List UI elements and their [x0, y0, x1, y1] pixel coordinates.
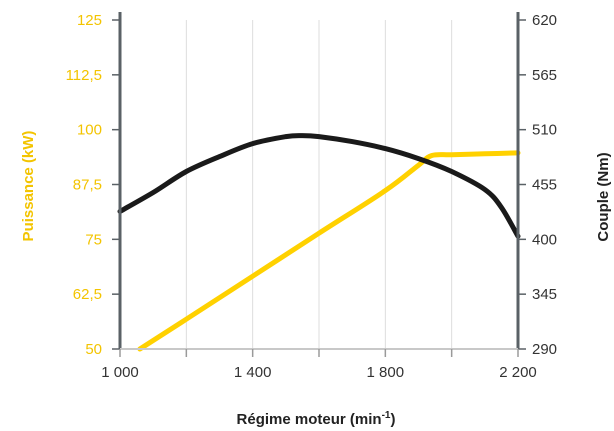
x-axis-title-text: Régime moteur (min: [237, 411, 382, 428]
y-left-tick-label: 100: [77, 122, 102, 139]
y-right-tick-label: 510: [532, 122, 557, 139]
x-tick-label: 1 000: [101, 364, 139, 381]
y-right-tick-label: 565: [532, 67, 557, 84]
axes: [112, 12, 526, 357]
y-right-tick-label: 400: [532, 231, 557, 248]
series-lines: [117, 133, 521, 352]
x-tick-label: 2 200: [499, 364, 537, 381]
y-left-tick-label: 112,5: [66, 67, 102, 84]
torque-series-line: [117, 133, 521, 239]
y-left-tick-label: 50: [85, 341, 102, 358]
x-axis-title: Régime moteur (min-1): [237, 410, 396, 428]
y-right-tick-label: 620: [532, 12, 557, 29]
grid-lines: [185, 20, 453, 349]
y-right-axis-title: Couple (Nm): [595, 152, 612, 241]
x-axis-title-superscript: -1: [382, 410, 391, 421]
y-left-axis-title: Puissance (kW): [20, 131, 37, 242]
y-left-tick-label: 62,5: [73, 286, 102, 303]
tick-labels: 50 62,5 75 87,5 100 112,5 125 290 345 400 455 510 56…: [66, 12, 557, 381]
x-tick-label: 1 400: [234, 364, 272, 381]
x-axis-title-close: ): [390, 411, 395, 428]
y-left-tick-label: 125: [77, 12, 102, 29]
y-right-tick-label: 345: [532, 286, 557, 303]
y-right-tick-label: 455: [532, 177, 557, 194]
power-series-line: [137, 150, 521, 352]
x-tick-label: 1 800: [367, 364, 405, 381]
y-left-tick-label: 87,5: [73, 177, 102, 194]
y-right-tick-label: 290: [532, 341, 557, 358]
y-left-tick-label: 75: [85, 231, 102, 248]
